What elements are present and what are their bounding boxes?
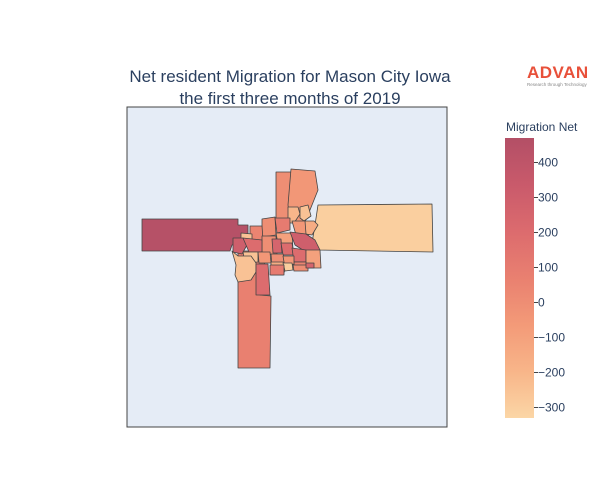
- map-region-r20[interactable]: [257, 251, 272, 264]
- colorbar: [505, 138, 534, 418]
- map-region-r15[interactable]: [304, 220, 319, 236]
- logo-tagline: Research through Technology: [527, 82, 587, 87]
- map-region-r32[interactable]: [292, 264, 309, 272]
- colorbar-tick-label: 100: [538, 261, 558, 275]
- map-region-r21[interactable]: [271, 238, 283, 254]
- chart-title: Net resident Migration for Mason City Io…: [129, 67, 451, 86]
- map-region-r7[interactable]: [299, 204, 312, 222]
- chart-subtitle: the first three months of 2019: [179, 89, 401, 108]
- map-region-r17[interactable]: [232, 237, 248, 255]
- map-region-r1[interactable]: [311, 203, 434, 253]
- region-layer: [141, 168, 434, 369]
- colorbar-tick-label: 200: [538, 226, 558, 240]
- map-region-r8[interactable]: [261, 216, 277, 238]
- colorbar-tick-label: −100: [538, 331, 565, 345]
- map-region-r34[interactable]: [269, 264, 285, 276]
- colorbar-ticks: 400 300 200 100 0 −100 −200 −300: [534, 156, 565, 415]
- colorbar-tick-label: 400: [538, 156, 558, 170]
- map-region-r27[interactable]: [231, 250, 257, 283]
- colorbar-tick-label: 300: [538, 191, 558, 205]
- map-region-r11[interactable]: [274, 217, 291, 234]
- advan-logo: ADVAN Research through Technology: [527, 64, 597, 88]
- map-region-r31[interactable]: [282, 262, 294, 272]
- colorbar-title: Migration Net: [506, 120, 578, 134]
- map-region-r28[interactable]: [255, 263, 271, 296]
- map-region-r33[interactable]: [305, 262, 315, 269]
- logo-wordmark: ADVAN: [527, 63, 589, 82]
- colorbar-tick-label: 0: [538, 296, 545, 310]
- colorbar-tick-label: −200: [538, 366, 565, 380]
- colorbar-tick-label: −300: [538, 401, 565, 415]
